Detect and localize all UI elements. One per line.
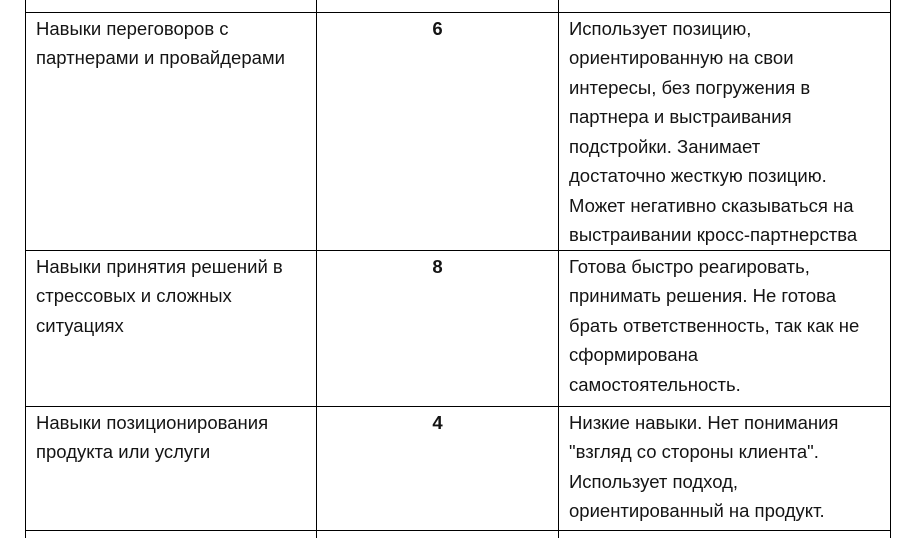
score-value: 6 [316,11,559,251]
skill-cell: Навыки позиционирования продукта или усл… [25,405,317,531]
table-row: Навыки принятия решений в стрессовых и с… [25,249,891,407]
score-cell-cutoff [316,0,559,13]
skill-cell: Навыки переговоров с партнерами и провай… [25,11,317,251]
score-value: 8 [316,249,559,407]
description-cell: Использует позицию, ориентированную на с… [558,11,891,251]
description-cell-cutoff [558,529,891,538]
table-row-cutoff-bottom [25,529,891,538]
skill-cell-cutoff [25,0,317,13]
skills-table: Навыки переговоров с партнерами и провай… [25,0,891,538]
skill-cell: Навыки принятия решений в стрессовых и с… [25,249,317,407]
table-row-cutoff-top [25,0,891,13]
description-cell: Готова быстро реагировать, принимать реш… [558,249,891,407]
description-cell: Низкие навыки. Нет понимания "взгляд со … [558,405,891,531]
score-value: 4 [316,405,559,531]
table-row: Навыки позиционирования продукта или усл… [25,405,891,531]
table-row: Навыки переговоров с партнерами и провай… [25,11,891,251]
score-cell-cutoff [316,529,559,538]
description-cell-cutoff [558,0,891,13]
skill-cell-cutoff [25,529,317,538]
